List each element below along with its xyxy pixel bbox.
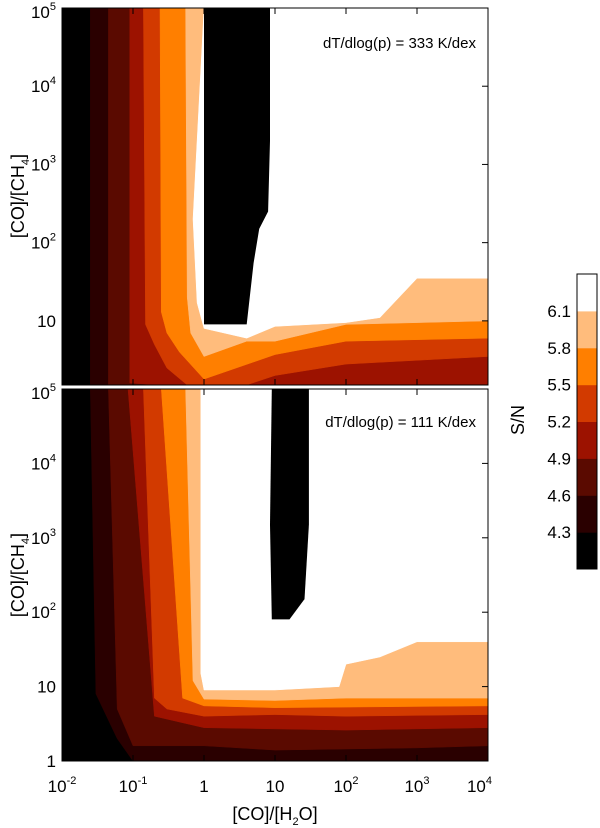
colorbar-swatch (577, 347, 597, 386)
colorbar-tick-label: 4.9 (547, 449, 571, 468)
panel-bottom-contours (90, 389, 488, 761)
x-tick-label: 1 (199, 777, 208, 796)
colorbar-swatch (577, 274, 597, 312)
y-tick-label: 103 (31, 153, 56, 174)
panel-top-y-axis-label: [CO]/[CH4] (8, 154, 32, 238)
colorbar-tick-label: 6.1 (547, 302, 571, 321)
panel-bottom-annotation: dT/dlog(p) = 111 K/dex (325, 414, 476, 431)
x-tick-label: 10-2 (48, 775, 77, 796)
colorbar-swatch (577, 384, 597, 422)
colorbar-tick-label: 4.6 (547, 486, 571, 505)
colorbar-swatch (577, 495, 597, 533)
y-tick-label: 10 (37, 678, 56, 697)
colorbar-frame (576, 273, 598, 570)
y-tick-label: 102 (31, 601, 56, 622)
colorbar-swatches (577, 274, 597, 570)
x-tick-label: 102 (333, 775, 358, 796)
x-axis-label: [CO]/[H2O] (232, 804, 317, 828)
colorbar-tick-label: 4.3 (547, 523, 571, 542)
y-tick-label: 1 (47, 752, 56, 771)
y-tick-label: 104 (31, 75, 56, 96)
colorbar-ticks: 6.1 5.8 5.5 5.2 4.9 4.6 4.3 (547, 302, 571, 542)
colorbar-label: S/N (508, 405, 528, 435)
y-tick-label: 105 (31, 1, 56, 22)
colorbar: 6.1 5.8 5.5 5.2 4.9 4.6 4.3 S/N (508, 273, 598, 570)
panel-top-annotation: dT/dlog(p) = 333 K/dex (323, 35, 477, 52)
x-tick-label: 10 (266, 777, 285, 796)
colorbar-tick-label: 5.2 (547, 413, 571, 432)
panel-top: dT/dlog(p) = 333 K/dex 105 104 103 102 10 [C… (8, 1, 489, 386)
x-tick-label: 104 (467, 775, 492, 796)
y-tick-label: 105 (31, 382, 56, 403)
y-tick-label: 104 (31, 452, 56, 473)
colorbar-swatch (577, 310, 597, 349)
x-tick-label: 103 (404, 775, 429, 796)
panel-top-contours (90, 8, 488, 385)
y-tick-label: 103 (31, 527, 56, 548)
x-axis-ticks: 10-2 10-1 1 10 102 103 104 (48, 8, 492, 796)
panel-bottom-y-axis-label: [CO]/[CH4] (8, 533, 32, 617)
panel-top-y-ticks: 105 104 103 102 10 (31, 1, 488, 331)
contour-region-level-8 (270, 389, 309, 620)
x-tick-label: 10-1 (119, 775, 148, 796)
y-tick-label: 102 (31, 232, 56, 253)
colorbar-swatch (577, 458, 597, 496)
colorbar-swatch (577, 532, 597, 570)
contour-region-level-8 (204, 8, 270, 325)
colorbar-swatch (577, 421, 597, 459)
colorbar-tick-label: 5.5 (547, 376, 571, 395)
y-tick-label: 10 (37, 312, 56, 331)
colorbar-tick-label: 5.8 (547, 339, 571, 358)
